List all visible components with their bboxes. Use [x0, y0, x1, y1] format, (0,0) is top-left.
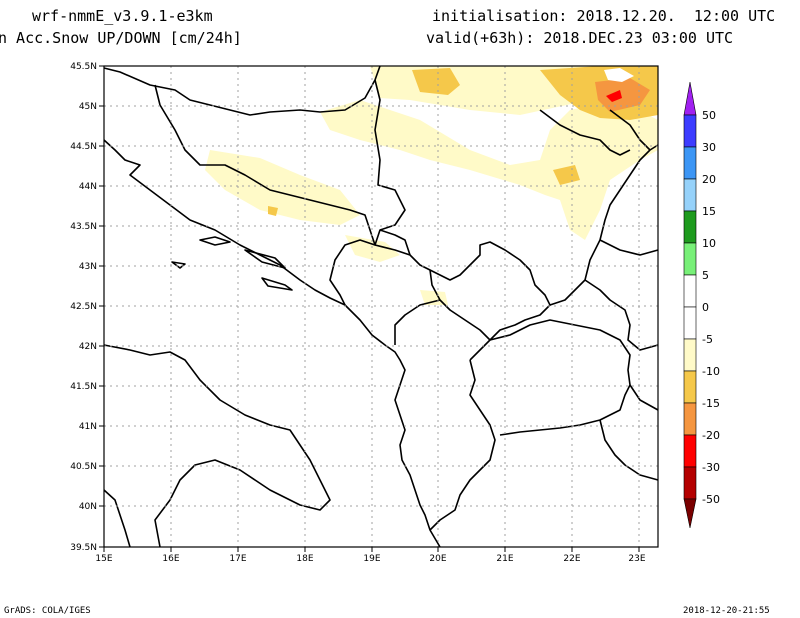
cb-label: 15: [702, 205, 716, 218]
color-bar-labels: 50 30 20 15 10 5 0 -5 -10 -15 -20 -30 -5…: [702, 109, 720, 506]
cb-swatch: [683, 114, 697, 148]
lon-label: 20E: [429, 554, 446, 564]
lat-label: 44N: [79, 182, 97, 192]
footer-credit: GrADS: COLA/IGES: [4, 606, 91, 616]
cb-swatch: [683, 210, 697, 244]
cb-label: -10: [702, 365, 720, 378]
init-time: initialisation: 2018.12.20. 12:00 UTC: [432, 7, 776, 25]
cb-label: 20: [702, 173, 716, 186]
lon-label: 23E: [628, 554, 645, 564]
lat-label: 45.5N: [70, 62, 97, 72]
lon-label: 17E: [229, 554, 246, 564]
cb-bottom-arrow: [683, 498, 697, 529]
cb-swatch: [683, 466, 697, 500]
axis-ticks: [99, 65, 640, 552]
lat-label: 41N: [79, 422, 97, 432]
lat-label: 40N: [79, 502, 97, 512]
model-title: wrf-nmmE_v3.9.1-e3km: [32, 7, 213, 25]
lon-label: 19E: [363, 554, 380, 564]
lon-label: 18E: [296, 554, 313, 564]
cb-label: -50: [702, 493, 720, 506]
cb-swatch: [683, 242, 697, 276]
field-title: n Acc.Snow UP/DOWN [cm/24h]: [0, 29, 242, 47]
cb-label: -20: [702, 429, 720, 442]
coastline-borders: [103, 65, 659, 548]
cb-label: 50: [702, 109, 716, 122]
cb-label: 30: [702, 141, 716, 154]
valid-time: valid(+63h): 2018.DEC.23 03:00 UTC: [426, 29, 734, 47]
lon-label: 22E: [563, 554, 580, 564]
lat-label: 39.5N: [70, 543, 97, 553]
snow-heavy-area: [595, 68, 650, 112]
cb-label: 5: [702, 269, 709, 282]
cb-swatch: [683, 434, 697, 468]
footer-timestamp: 2018-12-20-21:55: [683, 606, 770, 616]
color-bar: [683, 81, 697, 529]
lon-labels: 15E 16E 17E 18E 19E 20E 21E 22E 23E: [95, 554, 645, 564]
lon-label: 16E: [162, 554, 179, 564]
cb-label: -15: [702, 397, 720, 410]
lat-label: 41.5N: [70, 382, 97, 392]
cb-swatch: [683, 402, 697, 436]
lat-label: 42.5N: [70, 302, 97, 312]
cb-swatch: [683, 178, 697, 212]
lat-label: 40.5N: [70, 462, 97, 472]
cb-label: -5: [702, 333, 713, 346]
lat-label: 45N: [79, 102, 97, 112]
cb-swatch: [683, 274, 697, 308]
cb-swatch: [683, 146, 697, 180]
lat-lon-grid: [104, 66, 658, 547]
cb-label: -30: [702, 461, 720, 474]
cb-swatch: [683, 338, 697, 372]
cb-label: 0: [702, 301, 709, 314]
lat-label: 43.5N: [70, 222, 97, 232]
cb-top-arrow: [683, 81, 697, 116]
lat-labels: 45.5N 45N 44.5N 44N 43.5N 43N 42.5N 42N …: [70, 62, 97, 553]
cb-swatch: [683, 370, 697, 404]
lon-label: 21E: [496, 554, 513, 564]
cb-label: 10: [702, 237, 716, 250]
lat-label: 42N: [79, 342, 97, 352]
cb-swatch: [683, 306, 697, 340]
lat-label: 43N: [79, 262, 97, 272]
lon-label: 15E: [95, 554, 112, 564]
snow-light-area: [205, 66, 658, 305]
lat-label: 44.5N: [70, 142, 97, 152]
